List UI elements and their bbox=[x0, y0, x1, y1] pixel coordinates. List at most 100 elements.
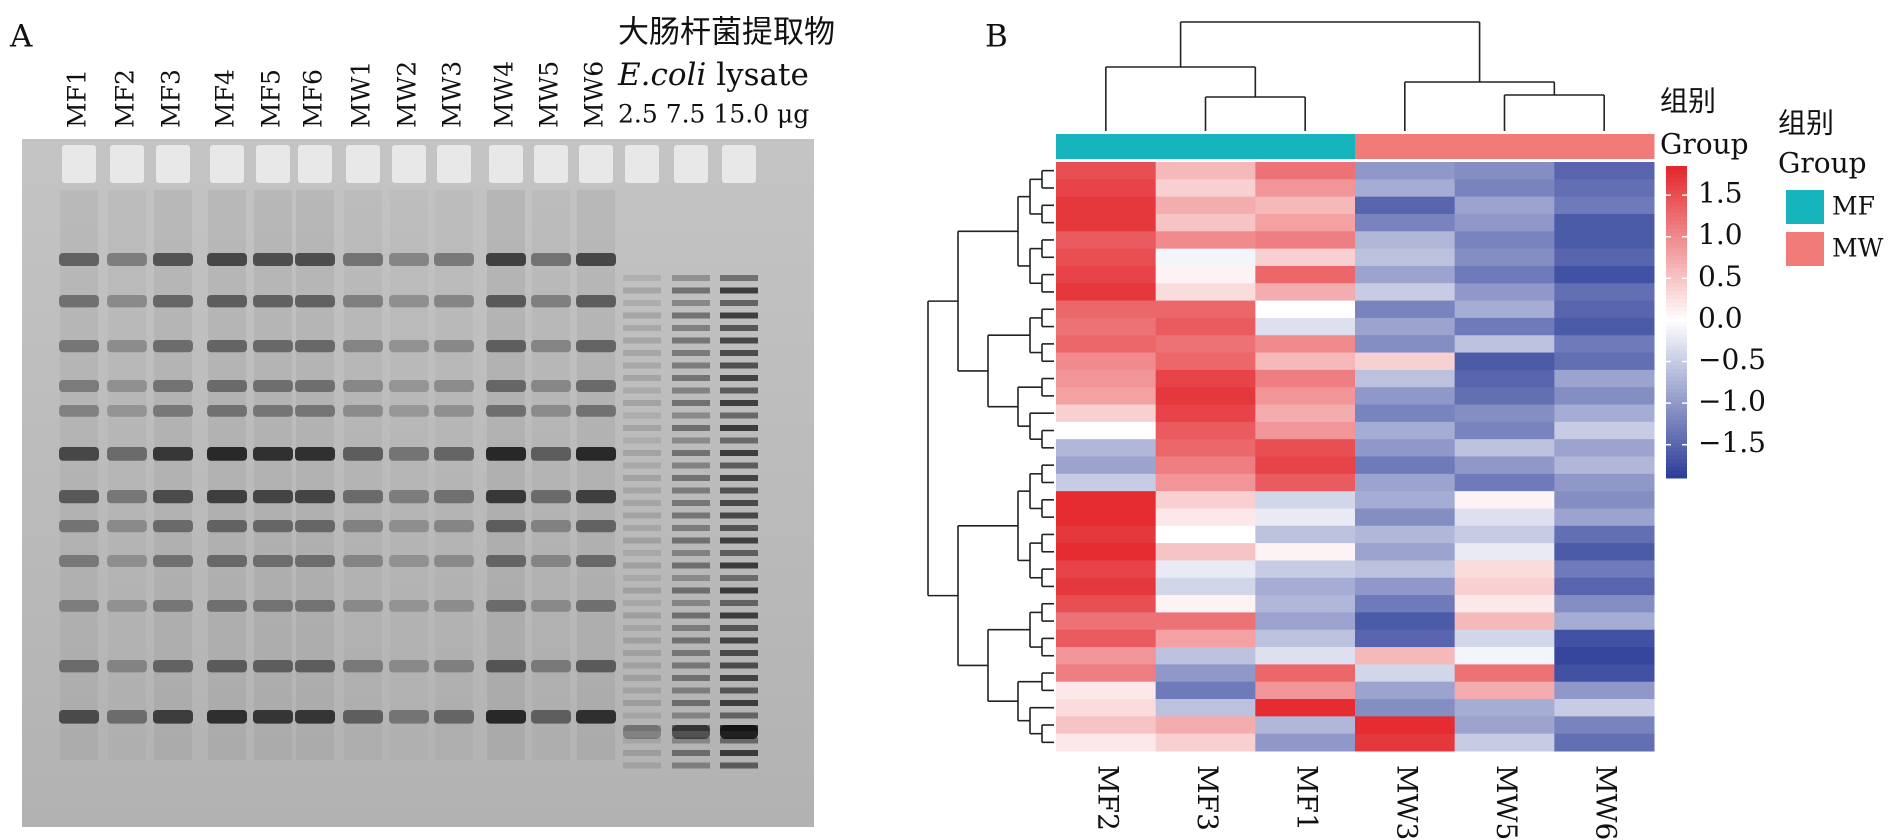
band bbox=[107, 447, 147, 461]
band bbox=[207, 520, 247, 533]
ladder-band bbox=[720, 537, 758, 544]
heatmap-cell bbox=[1056, 525, 1157, 544]
colorbar-step bbox=[1666, 185, 1687, 190]
band bbox=[486, 380, 526, 392]
colorbar-step bbox=[1666, 450, 1687, 456]
colorbar-step bbox=[1666, 357, 1687, 362]
band bbox=[389, 490, 429, 504]
heatmap-cell bbox=[1554, 352, 1655, 371]
heatmap-cell bbox=[1454, 491, 1555, 509]
ladder-band bbox=[720, 300, 758, 306]
lysate-word: lysate bbox=[716, 57, 809, 93]
ladder-band bbox=[720, 762, 758, 769]
band bbox=[343, 520, 383, 533]
band bbox=[531, 520, 571, 533]
ladder-band bbox=[720, 425, 758, 431]
band bbox=[295, 660, 335, 673]
ladder-band bbox=[623, 675, 661, 681]
ladder-band bbox=[672, 612, 710, 619]
band bbox=[107, 660, 147, 673]
lysate-title: 大肠杆菌提取物 bbox=[618, 15, 835, 51]
ladder-band bbox=[672, 437, 710, 444]
heatmap-cell bbox=[1454, 595, 1555, 613]
heatmap-cell bbox=[1155, 404, 1256, 423]
ladder-band bbox=[672, 275, 710, 281]
colorbar-step bbox=[1666, 442, 1687, 448]
colorbar-step bbox=[1666, 279, 1687, 284]
band bbox=[207, 490, 247, 504]
ladder-band bbox=[720, 350, 758, 356]
band bbox=[207, 405, 247, 417]
band bbox=[107, 520, 147, 533]
heatmap-cell bbox=[1355, 716, 1456, 735]
band bbox=[486, 295, 526, 308]
band bbox=[434, 295, 474, 308]
band bbox=[531, 490, 571, 504]
lysate-name: E.coli lysate bbox=[617, 57, 809, 93]
heatmap-cell bbox=[1056, 248, 1157, 267]
heatmap-cell bbox=[1155, 369, 1256, 388]
band bbox=[343, 380, 383, 392]
ladder-band bbox=[623, 275, 661, 281]
band bbox=[389, 447, 429, 461]
colorbar-step bbox=[1666, 290, 1687, 296]
ladder-band bbox=[672, 737, 710, 744]
ladder-band bbox=[720, 650, 758, 656]
band bbox=[531, 660, 571, 673]
heatmap-cell bbox=[1155, 595, 1256, 613]
ladder-band bbox=[672, 662, 710, 669]
heatmap-cell bbox=[1554, 213, 1655, 232]
heatmap-cell bbox=[1355, 404, 1456, 423]
group-annotation bbox=[1255, 134, 1356, 159]
ladder-band bbox=[672, 312, 710, 319]
well bbox=[210, 145, 244, 183]
heatmap-cell bbox=[1155, 387, 1256, 406]
heatmap-cell bbox=[1155, 213, 1256, 232]
heatmap-cell bbox=[1554, 404, 1655, 423]
panel-label: A bbox=[9, 19, 33, 55]
lane-label: MW1 bbox=[347, 61, 376, 128]
heatmap-cell bbox=[1355, 421, 1456, 440]
heatmap-cell bbox=[1255, 317, 1356, 336]
band bbox=[343, 340, 383, 353]
group-annotation bbox=[1056, 134, 1157, 159]
band bbox=[389, 710, 429, 724]
heatmap-cell bbox=[1056, 335, 1157, 354]
band bbox=[623, 725, 661, 739]
band bbox=[389, 253, 429, 266]
heatmap-cell bbox=[1155, 317, 1256, 336]
colorbar-step bbox=[1666, 173, 1687, 179]
heatmap-cell bbox=[1155, 231, 1256, 250]
colorbar-step bbox=[1666, 337, 1687, 342]
heatmap-cell bbox=[1355, 352, 1456, 371]
band bbox=[295, 490, 335, 504]
ladder-band bbox=[623, 450, 661, 456]
ladder-band bbox=[720, 637, 758, 644]
heatmap-cell bbox=[1255, 404, 1356, 423]
ladder-band bbox=[720, 700, 758, 706]
colorbar-tick-label: −1.5 bbox=[1698, 426, 1766, 459]
group-annotation bbox=[1155, 134, 1256, 159]
lane-label: MF2 bbox=[111, 69, 140, 128]
colorbar-step bbox=[1666, 169, 1687, 175]
column-label: MW5 bbox=[1490, 765, 1523, 840]
colorbar-step bbox=[1666, 302, 1687, 307]
ladder-band bbox=[672, 300, 710, 306]
ladder-band bbox=[623, 287, 661, 294]
ladder-band bbox=[672, 712, 710, 719]
heatmap-cell bbox=[1155, 577, 1256, 596]
band bbox=[207, 555, 247, 567]
ladder-band bbox=[720, 587, 758, 594]
colorbar-step bbox=[1666, 263, 1687, 268]
heatmap-cell bbox=[1554, 681, 1655, 700]
ladder-band bbox=[720, 362, 758, 369]
band bbox=[253, 710, 293, 724]
band bbox=[343, 600, 383, 612]
heatmap-cell bbox=[1355, 647, 1456, 665]
heatmap-cell bbox=[1255, 387, 1356, 406]
ladder-band bbox=[720, 337, 758, 344]
colorbar-step bbox=[1666, 294, 1687, 300]
colorbar-step bbox=[1666, 384, 1687, 389]
ladder-band bbox=[720, 462, 758, 469]
lane-smear bbox=[208, 190, 246, 760]
